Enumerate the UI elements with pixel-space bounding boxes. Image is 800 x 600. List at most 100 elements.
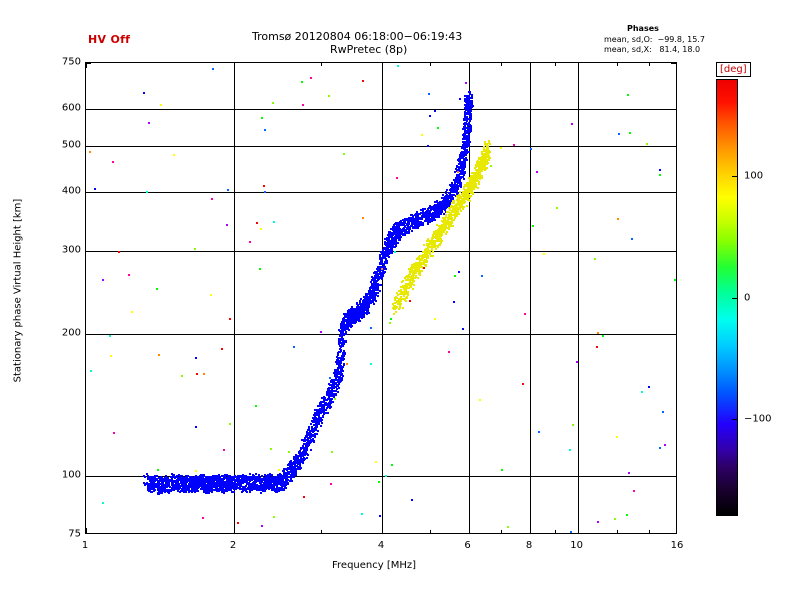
data-point [239, 484, 242, 486]
data-point [280, 478, 283, 481]
data-point [464, 119, 467, 122]
data-point [304, 437, 307, 440]
data-point [179, 485, 181, 488]
data-point [242, 479, 245, 482]
data-point [231, 490, 234, 493]
data-point [182, 487, 185, 490]
data-point [164, 479, 167, 482]
data-point [281, 489, 284, 492]
data-point [277, 474, 280, 477]
data-point [366, 303, 369, 306]
data-point [191, 482, 194, 485]
data-point [155, 475, 158, 478]
data-point [230, 476, 233, 479]
data-point [245, 476, 248, 479]
data-point [217, 480, 220, 483]
data-point [163, 489, 166, 492]
data-point [218, 484, 221, 487]
data-point [467, 124, 470, 127]
data-point [143, 474, 146, 477]
data-point [293, 468, 296, 471]
data-point [245, 485, 248, 488]
data-point [421, 269, 424, 272]
data-point [297, 466, 300, 469]
data-point [388, 246, 391, 249]
data-point [320, 419, 323, 422]
data-point [464, 158, 467, 161]
data-point [415, 272, 418, 275]
data-point [163, 490, 166, 493]
x-tick [382, 63, 383, 68]
data-point [251, 483, 254, 486]
data-point [183, 479, 186, 482]
data-point [344, 331, 347, 334]
data-point [214, 488, 217, 491]
data-point [232, 479, 235, 482]
data-point [270, 484, 273, 487]
data-point [204, 476, 207, 479]
data-point [386, 250, 389, 253]
data-point [192, 487, 195, 490]
x-minor-tick [555, 530, 557, 533]
data-point [167, 479, 170, 482]
data-point [191, 483, 194, 486]
data-point [431, 246, 434, 249]
data-point [312, 438, 315, 441]
data-point [154, 483, 157, 486]
data-point [449, 207, 452, 210]
data-point [158, 483, 161, 486]
data-point [392, 312, 395, 315]
data-point [265, 475, 268, 478]
data-point [212, 480, 215, 483]
data-point [218, 474, 221, 477]
data-point [189, 475, 192, 478]
data-point [253, 475, 256, 478]
data-point [278, 478, 281, 481]
data-point [148, 483, 151, 486]
data-point [260, 483, 263, 486]
data-point [206, 490, 209, 493]
data-point [244, 481, 247, 484]
data-point [440, 237, 443, 240]
data-point [188, 489, 191, 492]
data-point [179, 477, 182, 480]
data-point [258, 475, 261, 478]
data-point [462, 140, 465, 143]
data-point [440, 239, 443, 242]
data-point [187, 482, 190, 485]
data-point [171, 478, 174, 481]
data-point [185, 475, 188, 478]
data-point [382, 273, 385, 276]
data-point [266, 485, 269, 488]
data-point [378, 290, 381, 293]
data-point [424, 259, 427, 262]
data-point [192, 489, 195, 492]
data-point [154, 484, 157, 487]
data-point [188, 485, 191, 488]
data-point [335, 379, 338, 382]
data-point [173, 483, 176, 486]
data-point [315, 432, 318, 435]
data-point [464, 156, 467, 159]
data-point [213, 488, 216, 491]
data-point [177, 476, 180, 479]
data-point [207, 480, 210, 483]
data-point [464, 127, 467, 130]
data-point [247, 481, 250, 484]
data-point [249, 487, 252, 490]
data-point [374, 286, 377, 289]
data-point [162, 480, 165, 483]
data-point [257, 475, 260, 478]
data-point [455, 215, 458, 218]
x-gridline [577, 63, 579, 533]
data-point [254, 475, 257, 478]
data-point [208, 487, 211, 490]
x-minor-tick [616, 63, 618, 66]
data-point [186, 487, 189, 490]
data-point [201, 481, 204, 484]
data-point [252, 488, 255, 491]
data-point [170, 484, 173, 487]
data-point [337, 368, 340, 371]
data-point [439, 241, 442, 244]
data-point [249, 477, 252, 480]
